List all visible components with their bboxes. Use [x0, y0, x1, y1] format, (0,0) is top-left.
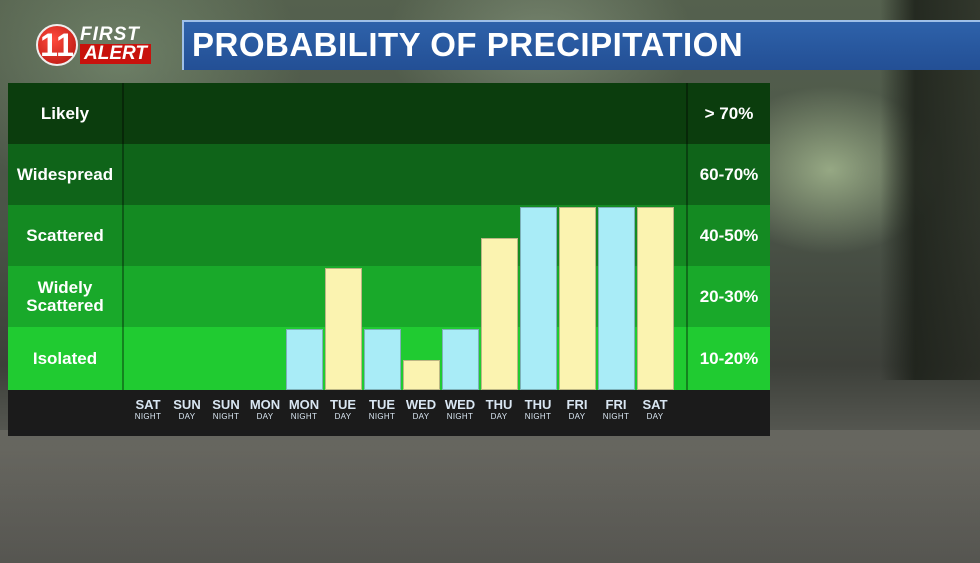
bar-mon-night [286, 329, 323, 390]
band-pct-scattered: 40-50% [699, 225, 759, 245]
band-likely: Likely > 70% [8, 83, 770, 144]
x-tick-day: THU [485, 397, 513, 412]
bar-wed-day [403, 359, 440, 390]
x-tick-day: FRI [566, 397, 588, 412]
band-pct-widely-scattered: 20-30% [699, 286, 759, 306]
logo-alert-text: ALERT [80, 44, 151, 64]
x-tick-day: THU [524, 397, 552, 412]
x-tick-label: THU NIGHT [519, 390, 557, 436]
x-tick-day: SAT [642, 397, 668, 412]
x-tick-label: SUN DAY [168, 390, 206, 436]
bar-thu-day [481, 237, 518, 390]
x-tick-day: WED [405, 397, 437, 412]
x-tick-day: SAT [135, 397, 161, 412]
x-tick-day: WED [444, 397, 476, 412]
x-tick-period: DAY [412, 412, 430, 421]
background-wet-pavement [0, 430, 980, 563]
x-tick-period: DAY [490, 412, 508, 421]
bar-sat-day [637, 207, 674, 390]
x-tick-period: NIGHT [524, 412, 552, 421]
bar-tue-day [325, 268, 362, 390]
x-tick-period: DAY [568, 412, 586, 421]
x-tick-period: NIGHT [368, 412, 396, 421]
logo-circle [36, 24, 78, 66]
x-tick-label: MON DAY [246, 390, 284, 436]
page-title: PROBABILITY OF PRECIPITATION [192, 26, 744, 63]
precipitation-chart: Likely > 70% Widespread 60-70% Scattered… [8, 83, 770, 436]
x-tick-day: SUN [173, 397, 201, 412]
x-tick-label: THU DAY [480, 390, 518, 436]
band-pct-isolated: 10-20% [699, 348, 759, 368]
bar-thu-night [520, 207, 557, 390]
bar-tue-night [364, 329, 401, 390]
station-logo: 11 FIRST ALERT [36, 22, 168, 68]
logo-number: 11 [40, 27, 74, 63]
bar-fri-night [598, 207, 635, 390]
logo-first-text: FIRST [80, 24, 140, 45]
x-tick-label: MON NIGHT [285, 390, 323, 436]
band-label-widespread: Widespread [16, 164, 114, 184]
x-tick-label: WED NIGHT [441, 390, 479, 436]
x-tick-label: SAT NIGHT [129, 390, 167, 436]
x-tick-period: NIGHT [290, 412, 318, 421]
x-tick-period: NIGHT [602, 412, 630, 421]
x-tick-period: DAY [334, 412, 352, 421]
x-tick-label: SAT DAY [636, 390, 674, 436]
band-pct-widespread: 60-70% [699, 164, 759, 184]
x-tick-period: DAY [178, 412, 196, 421]
x-tick-label: WED DAY [402, 390, 440, 436]
band-label-likely: Likely [40, 103, 90, 123]
x-tick-day: FRI [605, 397, 627, 412]
x-tick-label: FRI NIGHT [597, 390, 635, 436]
bar-wed-night [442, 329, 479, 390]
x-tick-label: FRI DAY [558, 390, 596, 436]
x-tick-period: NIGHT [134, 412, 162, 421]
x-tick-period: DAY [646, 412, 664, 421]
band-label-scattered: Scattered [26, 225, 104, 245]
x-tick-day: MON [288, 397, 320, 412]
band-widespread: Widespread 60-70% [8, 144, 770, 205]
band-pct-likely: > 70% [704, 103, 754, 123]
x-tick-day: SUN [212, 397, 240, 412]
bar-fri-day [559, 207, 596, 390]
x-tick-label: TUE DAY [324, 390, 362, 436]
x-tick-day: TUE [330, 397, 356, 412]
x-tick-day: TUE [369, 397, 395, 412]
x-tick-label: SUN NIGHT [207, 390, 245, 436]
title-bar: PROBABILITY OF PRECIPITATION [182, 20, 980, 70]
x-tick-period: NIGHT [212, 412, 240, 421]
x-tick-day: MON [249, 397, 281, 412]
x-tick-period: NIGHT [446, 412, 474, 421]
x-tick-period: DAY [256, 412, 274, 421]
x-tick-label: TUE NIGHT [363, 390, 401, 436]
x-axis: SAT NIGHT SUN DAY SUN NIGHT MON DAY MON NIGHT TUE D… [8, 390, 770, 436]
right-divider [686, 83, 688, 390]
band-label-widely-scattered: Widely Scattered [26, 277, 104, 315]
left-divider [122, 83, 124, 390]
band-label-isolated: Isolated [32, 348, 98, 368]
